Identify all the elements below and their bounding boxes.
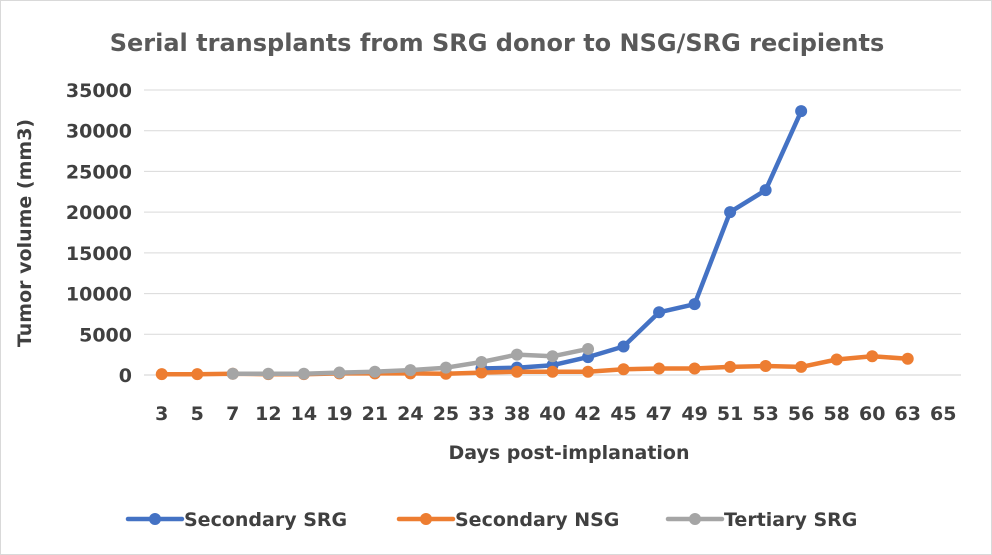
data-point-tertiary-srg [297,367,310,380]
legend-label: Tertiary SRG [724,509,857,531]
data-point-secondary-srg [795,105,808,118]
x-tick-label: 14 [291,403,317,425]
x-tick-label: 47 [646,403,672,425]
data-point-tertiary-srg [439,361,452,374]
x-tick-label: 45 [610,403,636,425]
y-axis-ticks: 0 5000 10000 15000 20000 25000 30000 35000 [66,80,132,387]
legend-label: Secondary NSG [455,509,619,531]
y-tick-label: 15000 [66,243,132,265]
gridlines [144,89,961,376]
data-point-secondary-nsg [617,363,630,376]
x-tick-label: 24 [397,403,423,425]
legend-swatch-marker [149,513,161,525]
x-tick-label: 12 [255,403,281,425]
x-tick-label: 38 [504,403,530,425]
data-point-secondary-srg [653,306,666,319]
x-tick-label: 19 [326,403,352,425]
data-point-secondary-srg [724,206,737,219]
x-tick-label: 25 [433,403,459,425]
x-tick-label: 40 [539,403,565,425]
x-tick-label: 63 [894,403,920,425]
data-point-tertiary-srg [510,348,523,361]
x-tick-label: 51 [717,403,743,425]
y-tick-label: 5000 [79,324,132,346]
x-tick-label: 5 [191,403,204,425]
data-point-tertiary-srg [475,355,488,368]
data-point-secondary-nsg [475,366,488,379]
y-tick-label: 10000 [66,284,132,306]
legend-item-secondary-srg: Secondary SRG [125,509,347,531]
data-point-tertiary-srg [582,342,595,355]
y-tick-label: 30000 [66,121,132,143]
data-point-secondary-nsg [582,365,595,378]
x-tick-label: 56 [788,403,814,425]
x-tick-label: 49 [681,403,707,425]
x-tick-label: 53 [752,403,778,425]
x-tick-label: 7 [226,403,239,425]
data-point-secondary-srg [759,184,772,197]
data-point-tertiary-srg [226,367,239,380]
data-point-secondary-nsg [688,362,701,375]
series-lines [155,105,914,381]
legend-swatch-marker [420,513,432,525]
y-tick-label: 25000 [66,161,132,183]
x-axis-label: Days post-implanation [448,442,689,464]
x-tick-label: 33 [468,403,494,425]
legend-item-tertiary-srg: Tertiary SRG [665,509,857,531]
data-point-secondary-nsg [724,360,737,373]
x-tick-label: 3 [155,403,168,425]
x-tick-label: 58 [823,403,849,425]
data-point-secondary-nsg [759,360,772,373]
y-tick-label: 35000 [66,80,132,102]
data-point-secondary-nsg [546,365,559,378]
legend-label: Secondary SRG [184,509,347,531]
chart-title: Serial transplants from SRG donor to NSG… [110,29,885,57]
data-point-secondary-nsg [830,353,843,366]
x-tick-label: 21 [362,403,388,425]
data-point-secondary-nsg [795,360,808,373]
data-point-secondary-nsg [510,365,523,378]
legend: Secondary SRG Secondary NSG Tertiary SRG [125,509,857,531]
x-axis-ticks: 3 5 7 12 14 19 21 24 25 33 38 40 42 45 47 49 51 53 56 58 60 6… [155,403,956,425]
legend-item-secondary-nsg: Secondary NSG [396,509,619,531]
x-tick-label: 65 [930,403,956,425]
data-point-tertiary-srg [368,365,381,378]
data-point-tertiary-srg [404,364,417,377]
legend-swatch-marker [689,513,701,525]
data-point-secondary-nsg [901,352,914,365]
data-point-tertiary-srg [546,350,559,363]
x-tick-label: 60 [859,403,885,425]
y-axis-label: Tumor volume (mm3) [14,119,36,347]
data-point-secondary-srg [688,298,701,311]
y-tick-label: 20000 [66,202,132,224]
data-point-tertiary-srg [262,367,275,380]
series-tertiary-srg [226,342,595,380]
data-point-secondary-nsg [155,368,168,381]
y-tick-label: 0 [119,365,132,387]
data-point-secondary-nsg [866,350,879,363]
data-point-secondary-srg [617,340,630,353]
series-line-secondary-srg [479,108,804,371]
data-point-tertiary-srg [333,366,346,379]
data-point-secondary-nsg [191,368,204,381]
data-point-secondary-nsg [653,362,666,375]
x-tick-label: 42 [575,403,601,425]
